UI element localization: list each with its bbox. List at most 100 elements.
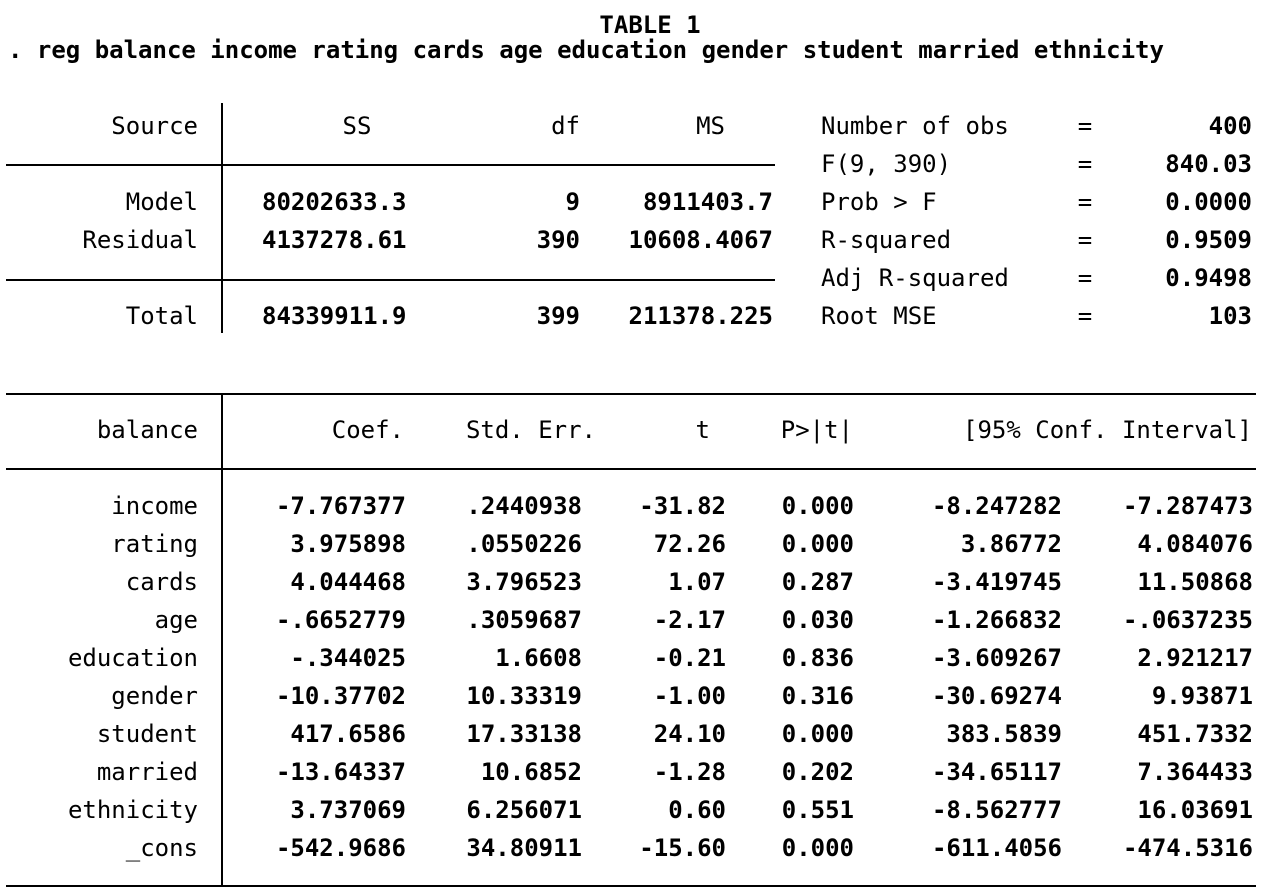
coef-std-err: .2440938 xyxy=(466,492,582,520)
stat-label: Adj R-squared xyxy=(821,264,1009,292)
coef-ci-lower: -3.419745 xyxy=(931,568,1062,596)
coef-var: _cons xyxy=(125,834,198,862)
coef-ci-upper: -7.287473 xyxy=(1122,492,1253,520)
coef-header-t: t xyxy=(695,416,710,444)
coef-value: 3.975898 xyxy=(290,530,406,558)
stat-equals: = xyxy=(1077,188,1093,216)
coef-p-value: 0.000 xyxy=(781,530,854,558)
anova-df: 399 xyxy=(536,302,580,330)
stat-value: 0.9498 xyxy=(1165,264,1252,292)
stat-value: 0.9509 xyxy=(1165,226,1252,254)
coef-var: income xyxy=(111,492,198,520)
coef-header-rule xyxy=(6,468,1256,470)
coef-t-stat: -15.60 xyxy=(639,834,726,862)
coef-ci-lower: 3.86772 xyxy=(960,530,1062,558)
anova-source: Total xyxy=(125,302,198,330)
anova-ss: 4137278.61 xyxy=(262,226,407,254)
coef-ci-upper: 451.7332 xyxy=(1137,720,1253,748)
stat-equals: = xyxy=(1077,226,1093,254)
coef-t-stat: -1.00 xyxy=(653,682,726,710)
anova-header-df: df xyxy=(551,112,580,140)
coef-t-stat: 0.60 xyxy=(668,796,726,824)
coef-std-err: 10.33319 xyxy=(466,682,582,710)
coef-value: -.344025 xyxy=(290,644,406,672)
anova-divider-vertical xyxy=(221,103,223,333)
coef-value: -10.37702 xyxy=(275,682,406,710)
coef-var: ethnicity xyxy=(67,796,198,824)
anova-ss: 80202633.3 xyxy=(262,188,407,216)
anova-source: Model xyxy=(125,188,198,216)
stat-value: 103 xyxy=(1208,302,1252,330)
anova-ms: 10608.4067 xyxy=(628,226,774,254)
coef-ci-lower: -8.562777 xyxy=(931,796,1062,824)
coef-std-err: 17.33138 xyxy=(466,720,582,748)
regression-command: . reg balance income rating cards age ed… xyxy=(8,36,1164,64)
coef-var: education xyxy=(67,644,198,672)
coef-divider-vertical xyxy=(221,393,223,887)
coef-var: student xyxy=(96,720,198,748)
anova-header-rule xyxy=(6,164,775,166)
coef-top-rule xyxy=(6,393,1256,395)
stat-value: 0.0000 xyxy=(1165,188,1252,216)
coef-ci-lower: -30.69274 xyxy=(931,682,1062,710)
coef-value: 3.737069 xyxy=(290,796,406,824)
coef-value: -.6652779 xyxy=(275,606,406,634)
coef-var: age xyxy=(154,606,198,634)
stat-label: R-squared xyxy=(821,226,952,254)
coef-var: cards xyxy=(125,568,198,596)
coef-p-value: 0.202 xyxy=(781,758,854,786)
coef-ci-upper: -474.5316 xyxy=(1122,834,1253,862)
coef-std-err: .0550226 xyxy=(466,530,582,558)
coef-bottom-rule xyxy=(6,885,1256,887)
coef-value: -542.9686 xyxy=(275,834,406,862)
coef-var: gender xyxy=(111,682,198,710)
coef-p-value: 0.000 xyxy=(781,834,854,862)
coef-header-coef: Coef. xyxy=(331,416,404,444)
coef-ci-upper: 4.084076 xyxy=(1137,530,1253,558)
coef-ci-lower: -611.4056 xyxy=(931,834,1062,862)
coef-t-stat: 72.26 xyxy=(653,530,726,558)
coef-std-err: 10.6852 xyxy=(480,758,582,786)
coef-p-value: 0.287 xyxy=(781,568,854,596)
coef-ci-upper: 9.93871 xyxy=(1151,682,1253,710)
coef-p-value: 0.000 xyxy=(781,720,854,748)
anova-df: 9 xyxy=(565,188,580,216)
coef-ci-upper: 2.921217 xyxy=(1137,644,1253,672)
coef-std-err: .3059687 xyxy=(466,606,582,634)
coef-t-stat: -1.28 xyxy=(653,758,726,786)
table-title: TABLE 1 xyxy=(599,11,701,39)
coef-header-p: P>|t| xyxy=(780,416,853,444)
coef-var: married xyxy=(96,758,198,786)
coef-ci-upper: 7.364433 xyxy=(1137,758,1253,786)
stat-label: F(9, 390) xyxy=(821,150,952,178)
coef-t-stat: -0.21 xyxy=(653,644,726,672)
coef-var: rating xyxy=(111,530,198,558)
coef-ci-upper: 11.50868 xyxy=(1137,568,1253,596)
coef-ci-lower: -8.247282 xyxy=(931,492,1062,520)
anova-header-source: Source xyxy=(111,112,198,140)
anova-total-rule xyxy=(6,279,775,281)
coef-ci-lower: -34.65117 xyxy=(931,758,1062,786)
anova-ms: 211378.225 xyxy=(628,302,774,330)
stat-value: 840.03 xyxy=(1165,150,1252,178)
coef-value: 417.6586 xyxy=(290,720,406,748)
coef-value: -7.767377 xyxy=(275,492,406,520)
stat-label: Number of obs xyxy=(821,112,1009,140)
stat-equals: = xyxy=(1077,112,1093,140)
coef-ci-lower: 383.5839 xyxy=(946,720,1062,748)
coef-ci-lower: -3.609267 xyxy=(931,644,1062,672)
stat-label: Root MSE xyxy=(821,302,937,330)
coef-p-value: 0.000 xyxy=(781,492,854,520)
stat-equals: = xyxy=(1077,150,1093,178)
coef-header-se: Std. Err. xyxy=(465,416,596,444)
stat-value: 400 xyxy=(1208,112,1252,140)
stat-equals: = xyxy=(1077,264,1093,292)
anova-ms: 8911403.7 xyxy=(642,188,773,216)
stat-equals: = xyxy=(1077,302,1093,330)
coef-ci-lower: -1.266832 xyxy=(931,606,1062,634)
coef-value: 4.044468 xyxy=(290,568,406,596)
coef-p-value: 0.836 xyxy=(781,644,854,672)
coef-header-ci: [95% Conf. Interval] xyxy=(963,416,1252,444)
coef-t-stat: -31.82 xyxy=(639,492,726,520)
coef-p-value: 0.030 xyxy=(781,606,854,634)
